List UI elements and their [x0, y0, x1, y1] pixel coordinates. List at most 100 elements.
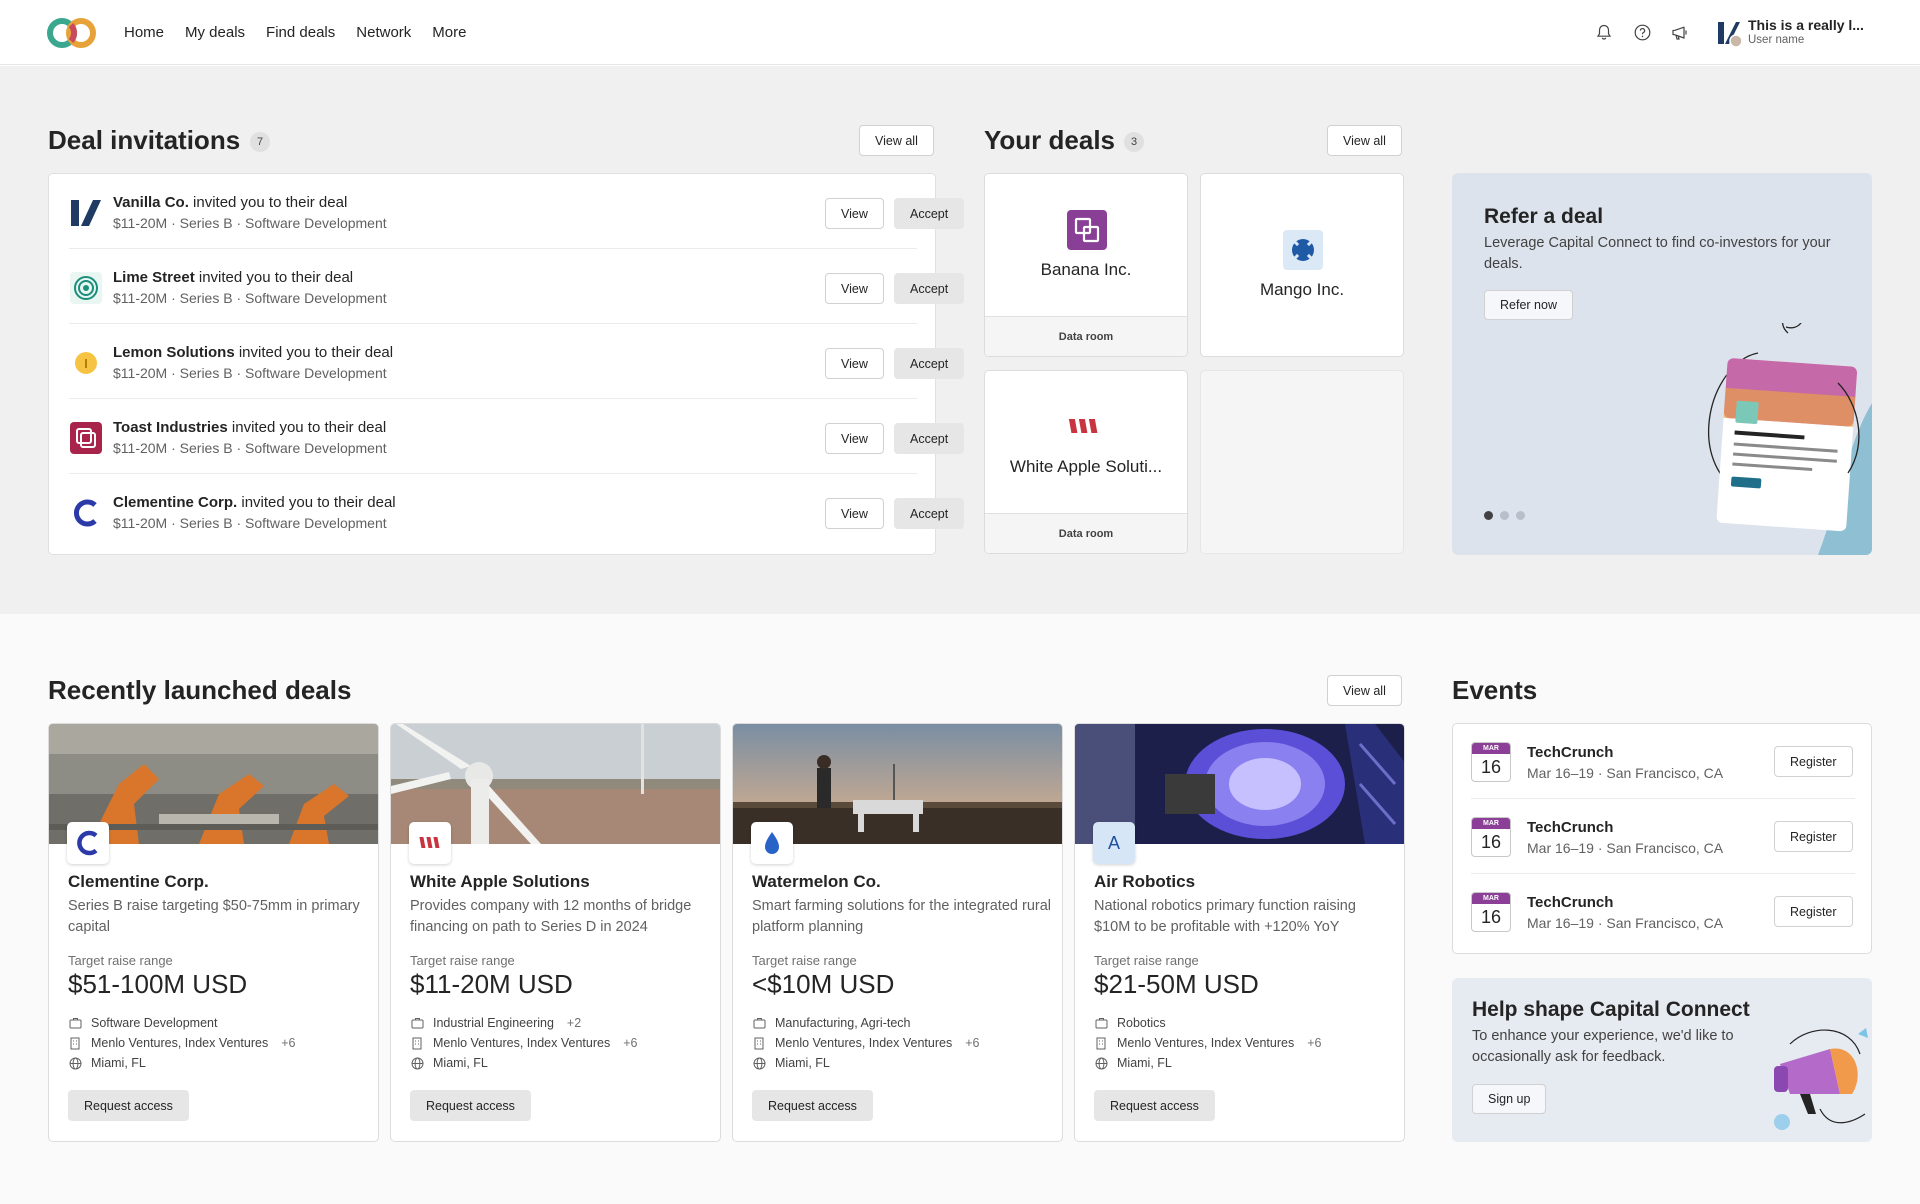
event-row: MAR 16 TechCrunch Mar 16–19 · San Franci…	[1471, 799, 1855, 874]
deal-card[interactable]: White Apple Solutions Provides company w…	[390, 723, 721, 1142]
event-detail: Mar 16–19 · San Francisco, CA	[1527, 915, 1724, 931]
bell-icon[interactable]	[1594, 22, 1614, 42]
investors-more[interactable]: +6	[281, 1036, 296, 1050]
investors-more[interactable]: +6	[1307, 1036, 1322, 1050]
register-button[interactable]: Register	[1774, 746, 1853, 777]
request-access-button[interactable]: Request access	[1094, 1090, 1215, 1121]
help-title: Help shape Capital Connect	[1472, 998, 1750, 1021]
nav-my-deals[interactable]: My deals	[185, 24, 246, 41]
deal-name: Mango Inc.	[1259, 280, 1345, 299]
view-invitation-button[interactable]: View	[825, 498, 884, 529]
clementine-corp-logo	[67, 822, 109, 864]
invitation-meta: $11-20M · Series B · Software Developmen…	[113, 440, 387, 456]
nav-network[interactable]: Network	[356, 24, 412, 41]
accept-invitation-button[interactable]: Accept	[894, 348, 965, 379]
request-access-button[interactable]: Request access	[410, 1090, 531, 1121]
lemon-solutions-logo	[69, 346, 103, 380]
main-nav: Home My deals Find deals Network More	[124, 0, 466, 65]
investors-text: Menlo Ventures, Index Ventures	[775, 1036, 953, 1050]
carousel-dot[interactable]	[1500, 511, 1509, 520]
event-row: MAR 16 TechCrunch Mar 16–19 · San Franci…	[1471, 874, 1855, 949]
event-name[interactable]: TechCrunch	[1527, 744, 1614, 761]
invitation-row: Lime Street invited you to their deal $1…	[69, 249, 965, 324]
mango-inc-logo	[1283, 230, 1323, 270]
invitation-text: invited you to their deal	[238, 344, 394, 361]
accept-invitation-button[interactable]: Accept	[894, 198, 965, 229]
deal-name: Air Robotics	[1094, 872, 1196, 891]
refer-description: Leverage Capital Connect to find co-inve…	[1484, 235, 1831, 272]
app-logo[interactable]	[47, 18, 97, 48]
invitation-company[interactable]: Lime Street	[113, 269, 195, 286]
recent-view-all-button[interactable]: View all	[1327, 675, 1402, 706]
deal-invitations-title: Deal invitations	[48, 125, 241, 155]
invitation-meta: $11-20M · Series B · Software Developmen…	[113, 290, 387, 306]
location-text: Miami, FL	[91, 1056, 146, 1070]
nav-more[interactable]: More	[432, 24, 467, 41]
topbar-actions	[1594, 22, 1690, 42]
event-name[interactable]: TechCrunch	[1527, 819, 1614, 836]
data-room-link[interactable]: Data room	[985, 316, 1187, 356]
investors-more[interactable]: +6	[965, 1036, 980, 1050]
event-detail: Mar 16–19 · San Francisco, CA	[1527, 765, 1724, 781]
carousel-dots	[1484, 511, 1525, 520]
event-detail: Mar 16–19 · San Francisco, CA	[1527, 840, 1724, 856]
carousel-dot[interactable]	[1484, 511, 1493, 520]
building-icon	[68, 1036, 82, 1050]
view-invitation-button[interactable]: View	[825, 198, 884, 229]
building-icon	[1094, 1036, 1108, 1050]
investors-more[interactable]: +6	[623, 1036, 638, 1050]
deal-cover-image	[49, 724, 378, 844]
help-icon[interactable]	[1632, 22, 1652, 42]
view-invitation-button[interactable]: View	[825, 348, 884, 379]
invitations-view-all-button[interactable]: View all	[859, 125, 934, 156]
deal-tile-white-apple[interactable]: White Apple Soluti... Data room	[984, 370, 1188, 554]
invitation-company[interactable]: Clementine Corp.	[113, 494, 238, 511]
deal-card[interactable]: Clementine Corp. Series B raise targetin…	[48, 723, 379, 1142]
deal-description: Provides company with 12 months of bridg…	[410, 898, 692, 935]
accept-invitation-button[interactable]: Accept	[894, 423, 965, 454]
carousel-dot[interactable]	[1516, 511, 1525, 520]
invitation-meta: $11-20M · Series B · Software Developmen…	[113, 515, 387, 531]
deal-card[interactable]: Watermelon Co. Smart farming solutions f…	[732, 723, 1063, 1142]
refer-deal-card: Refer a deal Leverage Capital Connect to…	[1452, 173, 1872, 555]
investors-text: Menlo Ventures, Index Ventures	[1117, 1036, 1295, 1050]
register-button[interactable]: Register	[1774, 821, 1853, 852]
deal-tile-empty	[1200, 370, 1404, 554]
deal-name: Clementine Corp.	[68, 872, 209, 891]
invitation-company[interactable]: Vanilla Co.	[113, 194, 189, 211]
industry-more[interactable]: +2	[566, 1016, 582, 1030]
nav-find-deals[interactable]: Find deals	[266, 24, 336, 41]
investors-meta: Menlo Ventures, Index Ventures +6	[410, 1036, 637, 1050]
register-button[interactable]: Register	[1774, 896, 1853, 927]
invitations-count-badge: 7	[250, 132, 270, 152]
deal-tile-banana[interactable]: Banana Inc. Data room	[984, 173, 1188, 357]
request-access-button[interactable]: Request access	[68, 1090, 189, 1121]
sign-up-button[interactable]: Sign up	[1472, 1084, 1547, 1114]
investors-text: Menlo Ventures, Index Ventures	[91, 1036, 269, 1050]
refer-now-button[interactable]: Refer now	[1484, 290, 1573, 320]
accept-invitation-button[interactable]: Accept	[894, 273, 965, 304]
user-menu[interactable]: This is a really l... User name	[1716, 16, 1891, 50]
toast-industries-logo	[69, 421, 103, 455]
document-illustration	[1707, 323, 1872, 555]
megaphone-icon[interactable]	[1670, 22, 1690, 42]
accept-invitation-button[interactable]: Accept	[894, 498, 965, 529]
deal-card[interactable]: A Air Robotics National robotics primary…	[1074, 723, 1405, 1142]
request-access-button[interactable]: Request access	[752, 1090, 873, 1121]
deal-tile-mango[interactable]: Mango Inc.	[1200, 173, 1404, 357]
globe-icon	[68, 1056, 82, 1070]
your-deals-view-all-button[interactable]: View all	[1327, 125, 1402, 156]
nav-home[interactable]: Home	[124, 24, 165, 41]
view-invitation-button[interactable]: View	[825, 423, 884, 454]
view-invitation-button[interactable]: View	[825, 273, 884, 304]
location-meta: Miami, FL	[410, 1056, 488, 1070]
your-deals-title: Your deals	[984, 125, 1116, 155]
location-meta: Miami, FL	[1094, 1056, 1172, 1070]
event-name[interactable]: TechCrunch	[1527, 894, 1614, 911]
invitation-company[interactable]: Toast Industries	[113, 419, 228, 436]
white-apple-logo	[409, 822, 451, 864]
briefcase-icon	[752, 1016, 766, 1030]
invitation-company[interactable]: Lemon Solutions	[113, 344, 235, 361]
target-raise-value: $11-20M USD	[410, 969, 573, 999]
data-room-link[interactable]: Data room	[985, 513, 1187, 553]
